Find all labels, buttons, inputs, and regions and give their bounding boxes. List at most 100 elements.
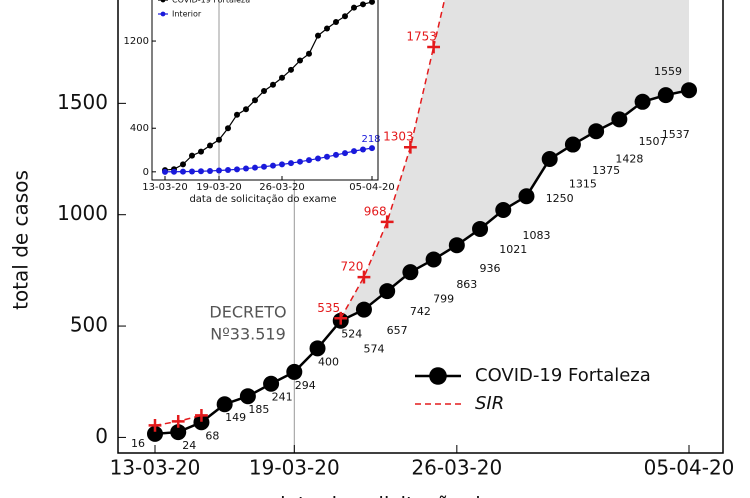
point bbox=[333, 18, 339, 25]
data-label: 241 bbox=[272, 391, 293, 404]
point bbox=[162, 168, 168, 175]
x-tick-label: 19-03-20 bbox=[196, 182, 241, 193]
point bbox=[216, 136, 222, 143]
point bbox=[270, 162, 276, 169]
point bbox=[306, 157, 312, 164]
data-label: 400 bbox=[318, 355, 339, 368]
data-label: 863 bbox=[456, 278, 477, 291]
data-label: 1250 bbox=[546, 192, 574, 205]
data-label: 16 bbox=[131, 437, 145, 450]
point bbox=[180, 168, 186, 175]
point bbox=[306, 50, 312, 57]
data-label: 742 bbox=[410, 305, 431, 318]
data-label: 1083 bbox=[522, 229, 550, 242]
annotation: Nº33.519 bbox=[210, 325, 286, 344]
x-tick-label: 26-03-20 bbox=[259, 182, 304, 193]
point bbox=[518, 188, 535, 205]
data-label: 68 bbox=[205, 429, 219, 442]
data-label: 1021 bbox=[499, 243, 527, 256]
point bbox=[243, 165, 249, 172]
y-tick-label: 1000 bbox=[57, 201, 108, 225]
y-axis-label: total de casos bbox=[9, 170, 33, 310]
y-tick-label: 400 bbox=[130, 123, 149, 134]
legend-label: COVID-19 Fortaleza bbox=[172, 0, 250, 5]
data-label: 1537 bbox=[662, 128, 690, 141]
legend-marker bbox=[429, 367, 447, 385]
point bbox=[225, 166, 231, 173]
data-label: 799 bbox=[433, 292, 454, 305]
y-tick-label: 1500 bbox=[57, 90, 108, 114]
point bbox=[472, 220, 489, 237]
plot-frame bbox=[117, 0, 724, 454]
plot-frame bbox=[151, 0, 379, 181]
x-tick-label: 05-04-20 bbox=[644, 456, 735, 480]
data-label: 657 bbox=[387, 324, 408, 337]
data-label: 294 bbox=[295, 379, 316, 392]
point bbox=[225, 125, 231, 132]
point bbox=[360, 146, 366, 153]
point bbox=[234, 166, 240, 173]
legend-marker bbox=[160, 11, 166, 17]
point bbox=[297, 57, 303, 64]
point bbox=[198, 148, 204, 155]
x-tick-label: 05-04-20 bbox=[349, 182, 394, 193]
point bbox=[180, 161, 186, 168]
point bbox=[189, 152, 195, 159]
data-label: 1303 bbox=[383, 130, 414, 144]
y-tick-label: 0 bbox=[143, 167, 149, 178]
x-tick-label: 13-03-20 bbox=[110, 456, 201, 480]
point bbox=[286, 363, 303, 380]
data-label: 524 bbox=[341, 328, 362, 341]
point bbox=[448, 237, 465, 254]
sir-marker bbox=[171, 414, 185, 428]
point bbox=[261, 163, 267, 170]
point bbox=[170, 424, 187, 441]
point bbox=[355, 301, 372, 318]
point bbox=[681, 82, 697, 99]
data-label: 218 bbox=[361, 134, 380, 145]
sir-gap-area bbox=[340, 0, 689, 321]
data-label: 1559 bbox=[654, 65, 682, 78]
data-label: 1507 bbox=[639, 135, 667, 148]
data-label: 149 bbox=[225, 411, 246, 424]
point bbox=[315, 155, 321, 162]
point bbox=[193, 414, 210, 431]
point bbox=[252, 164, 258, 171]
point bbox=[288, 66, 294, 73]
point bbox=[263, 375, 280, 392]
point bbox=[243, 106, 249, 113]
series-line bbox=[340, 46, 435, 319]
legend-label: Interior bbox=[172, 10, 202, 19]
data-label: 1315 bbox=[569, 178, 597, 191]
point bbox=[351, 4, 357, 11]
data-label: 24 bbox=[182, 439, 196, 452]
point bbox=[147, 425, 163, 442]
point bbox=[279, 161, 285, 168]
data-label: 720 bbox=[341, 260, 364, 274]
point bbox=[216, 167, 222, 174]
point bbox=[495, 202, 512, 219]
x-tick-label: 19-03-20 bbox=[249, 456, 340, 480]
point bbox=[402, 264, 419, 281]
x-axis-label: data de solicitação do exame bbox=[273, 493, 567, 498]
point bbox=[198, 168, 204, 175]
legend-marker bbox=[160, 0, 166, 3]
y-tick-label: 2000 bbox=[57, 0, 108, 3]
point bbox=[369, 145, 375, 152]
x-axis-label: data de solicitação do exame bbox=[189, 194, 336, 205]
point bbox=[239, 388, 256, 405]
point bbox=[324, 153, 330, 160]
data-label: 968 bbox=[364, 204, 387, 218]
data-label: 936 bbox=[480, 262, 501, 275]
point bbox=[657, 87, 674, 104]
point bbox=[279, 74, 285, 81]
point bbox=[309, 340, 326, 357]
data-label: 1753 bbox=[406, 30, 437, 44]
data-label: 185 bbox=[248, 403, 269, 416]
point bbox=[342, 150, 348, 157]
point bbox=[315, 32, 321, 39]
point bbox=[360, 1, 366, 8]
point bbox=[324, 25, 330, 32]
data-label: 1428 bbox=[615, 152, 643, 165]
x-tick-label: 26-03-20 bbox=[411, 456, 502, 480]
